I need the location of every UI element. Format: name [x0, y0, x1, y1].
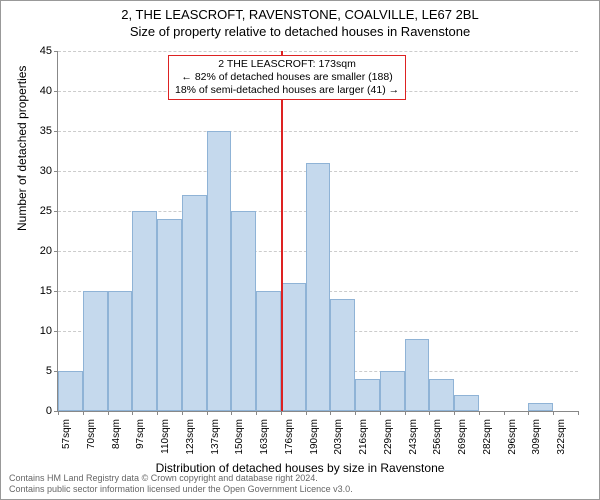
histogram-bar — [132, 211, 157, 411]
y-tick-label: 0 — [46, 405, 52, 417]
chart-area: 05101520253035404557sqm70sqm84sqm97sqm11… — [57, 51, 577, 411]
title-line-2: Size of property relative to detached ho… — [1, 24, 599, 39]
annotation-line-1: 2 THE LEASCROFT: 173sqm — [175, 58, 399, 71]
x-tick-label: 322sqm — [556, 419, 567, 455]
y-tick-label: 35 — [40, 125, 52, 137]
x-tick-mark — [108, 411, 109, 415]
x-tick-mark — [380, 411, 381, 415]
y-tick-mark — [54, 171, 58, 172]
y-tick-label: 10 — [40, 325, 52, 337]
histogram-bar — [454, 395, 479, 411]
annotation-line-3: 18% of semi-detached houses are larger (… — [175, 84, 399, 97]
histogram-bar — [330, 299, 355, 411]
grid-line — [58, 131, 578, 132]
x-tick-mark — [479, 411, 480, 415]
x-tick-label: 269sqm — [457, 419, 468, 455]
x-tick-label: 190sqm — [309, 419, 320, 455]
x-tick-mark — [454, 411, 455, 415]
x-tick-label: 123sqm — [185, 419, 196, 455]
x-tick-mark — [306, 411, 307, 415]
y-tick-label: 30 — [40, 165, 52, 177]
x-tick-label: 84sqm — [111, 419, 122, 449]
x-tick-label: 203sqm — [333, 419, 344, 455]
y-tick-label: 45 — [40, 45, 52, 57]
x-tick-mark — [83, 411, 84, 415]
histogram-bar — [108, 291, 133, 411]
y-tick-mark — [54, 91, 58, 92]
x-tick-mark — [157, 411, 158, 415]
histogram-bar — [207, 131, 232, 411]
x-tick-mark — [207, 411, 208, 415]
x-tick-label: 176sqm — [284, 419, 295, 455]
x-tick-mark — [58, 411, 59, 415]
x-tick-mark — [504, 411, 505, 415]
x-tick-label: 243sqm — [408, 419, 419, 455]
grid-line — [58, 51, 578, 52]
histogram-bar — [380, 371, 405, 411]
y-tick-label: 40 — [40, 85, 52, 97]
x-tick-label: 256sqm — [432, 419, 443, 455]
histogram-bar — [182, 195, 207, 411]
y-tick-label: 25 — [40, 205, 52, 217]
x-tick-label: 70sqm — [86, 419, 97, 449]
y-tick-label: 5 — [46, 365, 52, 377]
x-tick-mark — [528, 411, 529, 415]
x-tick-mark — [231, 411, 232, 415]
y-tick-label: 15 — [40, 285, 52, 297]
footer-line-2: Contains public sector information licen… — [9, 484, 353, 495]
histogram-bar — [306, 163, 331, 411]
histogram-bar — [281, 283, 306, 411]
x-tick-mark — [182, 411, 183, 415]
plot-area: 05101520253035404557sqm70sqm84sqm97sqm11… — [57, 51, 578, 412]
histogram-bar — [157, 219, 182, 411]
x-tick-label: 97sqm — [135, 419, 146, 449]
x-tick-label: 229sqm — [383, 419, 394, 455]
x-tick-mark — [256, 411, 257, 415]
histogram-bar — [528, 403, 553, 411]
x-tick-label: 163sqm — [259, 419, 270, 455]
x-tick-label: 137sqm — [210, 419, 221, 455]
histogram-bar — [256, 291, 281, 411]
y-axis-title: Number of detached properties — [15, 66, 29, 231]
histogram-bar — [231, 211, 256, 411]
footer-note: Contains HM Land Registry data © Crown c… — [9, 473, 353, 495]
histogram-bar — [429, 379, 454, 411]
y-tick-mark — [54, 211, 58, 212]
footer-line-1: Contains HM Land Registry data © Crown c… — [9, 473, 353, 484]
x-tick-mark — [132, 411, 133, 415]
x-tick-mark — [553, 411, 554, 415]
x-tick-mark — [429, 411, 430, 415]
histogram-bar — [405, 339, 430, 411]
x-tick-label: 282sqm — [482, 419, 493, 455]
y-tick-mark — [54, 291, 58, 292]
annotation-line-2: ← 82% of detached houses are smaller (18… — [175, 71, 399, 84]
annotation-box: 2 THE LEASCROFT: 173sqm← 82% of detached… — [168, 55, 406, 100]
x-tick-label: 110sqm — [160, 419, 171, 454]
x-tick-label: 296sqm — [507, 419, 518, 455]
x-tick-mark — [578, 411, 579, 415]
y-tick-mark — [54, 131, 58, 132]
histogram-bar — [83, 291, 108, 411]
y-tick-mark — [54, 331, 58, 332]
title-line-1: 2, THE LEASCROFT, RAVENSTONE, COALVILLE,… — [1, 7, 599, 22]
x-tick-mark — [355, 411, 356, 415]
y-tick-mark — [54, 251, 58, 252]
x-tick-mark — [405, 411, 406, 415]
x-tick-mark — [330, 411, 331, 415]
x-tick-label: 309sqm — [531, 419, 542, 455]
histogram-bar — [355, 379, 380, 411]
y-tick-label: 20 — [40, 245, 52, 257]
y-tick-mark — [54, 51, 58, 52]
x-tick-mark — [281, 411, 282, 415]
chart-title-block: 2, THE LEASCROFT, RAVENSTONE, COALVILLE,… — [1, 1, 599, 39]
reference-line — [281, 51, 283, 411]
x-tick-label: 57sqm — [61, 419, 72, 449]
histogram-bar — [58, 371, 83, 411]
x-tick-label: 216sqm — [358, 419, 369, 455]
x-tick-label: 150sqm — [234, 419, 245, 455]
